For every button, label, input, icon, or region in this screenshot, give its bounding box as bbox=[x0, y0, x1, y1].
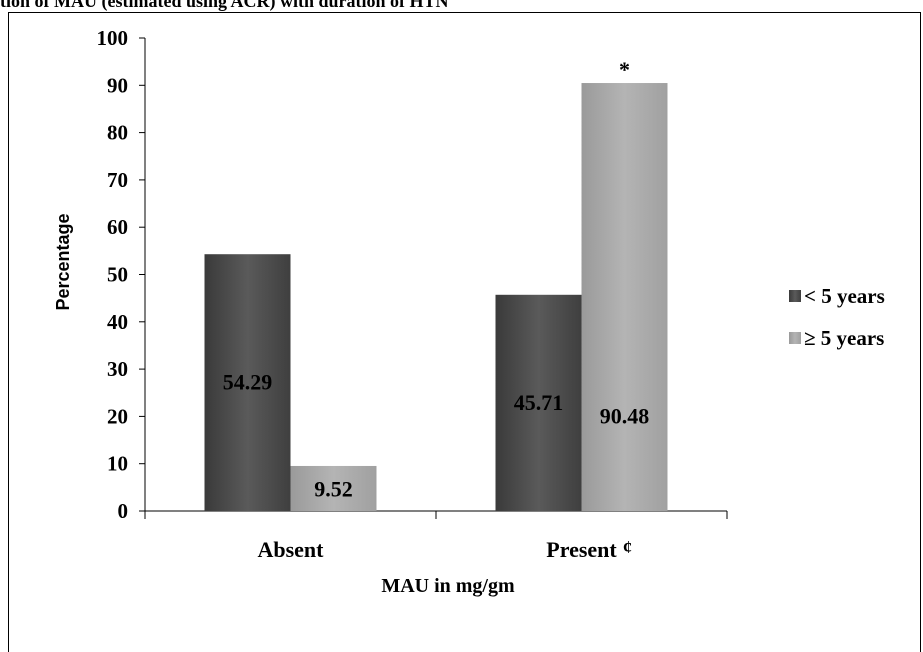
annotation-mark: ¢ bbox=[623, 537, 632, 557]
bar-5years bbox=[581, 83, 668, 511]
legend-swatch bbox=[789, 290, 801, 302]
x-tick-label: Present bbox=[546, 537, 617, 562]
y-tick-label: 0 bbox=[118, 499, 129, 523]
chart-frame bbox=[8, 12, 921, 652]
annotation-mark: * bbox=[619, 57, 630, 82]
y-tick-label: 20 bbox=[107, 404, 128, 428]
y-tick-label: 90 bbox=[107, 73, 128, 97]
y-axis-title: Percentage bbox=[53, 213, 73, 310]
legend-label: < 5 years bbox=[804, 284, 885, 308]
data-label: 54.29 bbox=[223, 370, 273, 395]
figure-caption: tion of MAU (estimated using ACR) with d… bbox=[0, 0, 449, 11]
data-label: 45.71 bbox=[514, 390, 564, 415]
y-tick-label: 30 bbox=[107, 357, 128, 381]
y-tick-label: 80 bbox=[107, 121, 128, 145]
y-tick-label: 60 bbox=[107, 215, 128, 239]
y-tick-label: 10 bbox=[107, 452, 128, 476]
data-label: 9.52 bbox=[314, 476, 353, 501]
y-tick-label: 50 bbox=[107, 263, 128, 287]
legend-label: ≥ 5 years bbox=[804, 326, 884, 350]
y-tick-label: 70 bbox=[107, 168, 128, 192]
bar-5years bbox=[290, 465, 377, 511]
y-tick-label: 40 bbox=[107, 310, 128, 334]
data-label: 90.48 bbox=[600, 403, 650, 428]
bar-chart: 0 10 20 30 40 50 60 70 80 90 100 Absent Present 54.2… bbox=[53, 26, 885, 597]
x-tick-label: Absent bbox=[257, 537, 324, 562]
bar-5years bbox=[204, 254, 291, 511]
x-axis-title: MAU in mg/gm bbox=[381, 575, 515, 597]
legend-swatch bbox=[789, 332, 801, 344]
bar-5years bbox=[495, 294, 582, 511]
y-tick-label: 100 bbox=[97, 26, 129, 50]
